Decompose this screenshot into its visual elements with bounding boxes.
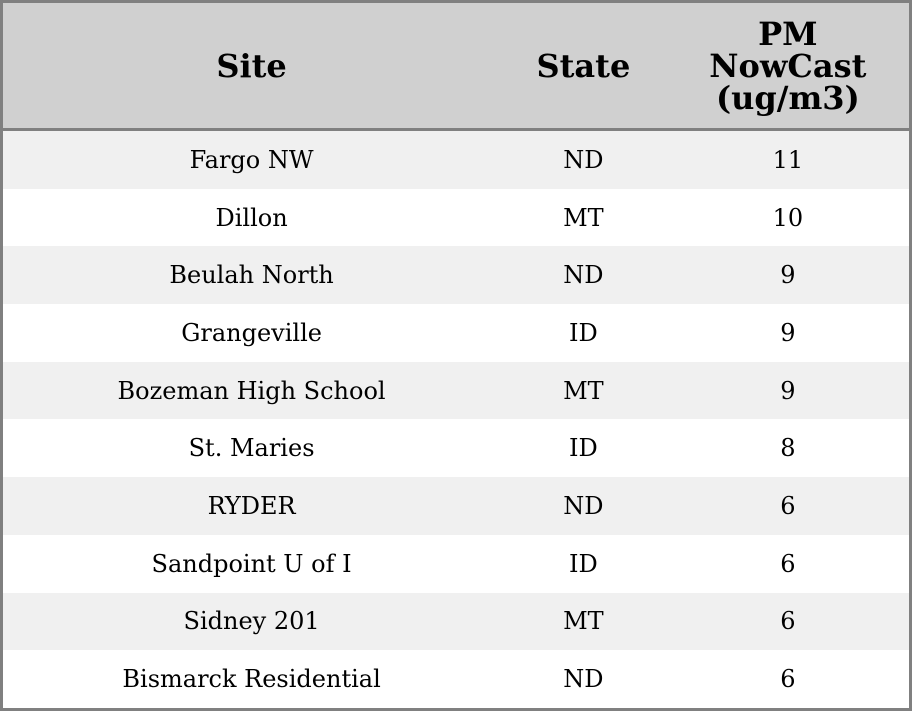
site-cell: St. Maries [1, 419, 501, 478]
site-cell: Beulah North [1, 246, 501, 305]
state-cell: ND [500, 477, 667, 535]
table-row: RYDER ND 6 [1, 477, 911, 535]
pm-cell: 10 [666, 188, 911, 247]
state-cell: ID [500, 534, 667, 593]
header-site: Site [1, 1, 501, 131]
table-row: Bismarck Residential ND 6 [1, 650, 911, 710]
header-pm-line1: PM [758, 14, 818, 53]
table-row: Fargo NW ND 11 [1, 129, 911, 189]
pm-cell: 11 [666, 129, 911, 189]
pm-cell: 8 [666, 419, 911, 478]
state-cell: ID [500, 419, 667, 478]
site-cell: RYDER [1, 477, 501, 535]
pm-cell: 9 [666, 304, 911, 362]
pm-cell: 6 [666, 592, 911, 651]
table-row: St. Maries ID 8 [1, 419, 911, 478]
site-cell: Bismarck Residential [1, 650, 501, 710]
state-cell: ID [500, 304, 667, 362]
site-cell: Bozeman High School [1, 361, 501, 420]
pm-cell: 6 [666, 650, 911, 710]
pm-cell: 9 [666, 246, 911, 305]
header-pm-line3: (ug/m3) [715, 78, 860, 117]
site-cell: Fargo NW [1, 129, 501, 189]
site-cell: Dillon [1, 188, 501, 247]
table-row: Dillon MT 10 [1, 188, 911, 247]
header-row: Site State PM NowCast (ug/m3) [1, 1, 911, 131]
header-state-label: State [536, 46, 631, 85]
header-state: State [500, 1, 667, 131]
table-row: Sidney 201 MT 6 [1, 592, 911, 651]
site-cell: Sandpoint U of I [1, 534, 501, 593]
state-cell: ND [500, 650, 667, 710]
pm-cell: 9 [666, 361, 911, 420]
state-cell: MT [500, 361, 667, 420]
table-row: Sandpoint U of I ID 6 [1, 534, 911, 593]
header-site-label: Site [216, 46, 287, 85]
table-row: Bozeman High School MT 9 [1, 361, 911, 420]
state-cell: MT [500, 188, 667, 247]
header-pm-line2: NowCast [709, 46, 867, 85]
state-cell: MT [500, 592, 667, 651]
state-cell: ND [500, 246, 667, 305]
pm-cell: 6 [666, 534, 911, 593]
site-cell: Grangeville [1, 304, 501, 362]
state-cell: ND [500, 129, 667, 189]
site-cell: Sidney 201 [1, 592, 501, 651]
header-pm: PM NowCast (ug/m3) [666, 1, 911, 131]
table-row: Beulah North ND 9 [1, 246, 911, 305]
table-row: Grangeville ID 9 [1, 304, 911, 362]
pm-cell: 6 [666, 477, 911, 535]
